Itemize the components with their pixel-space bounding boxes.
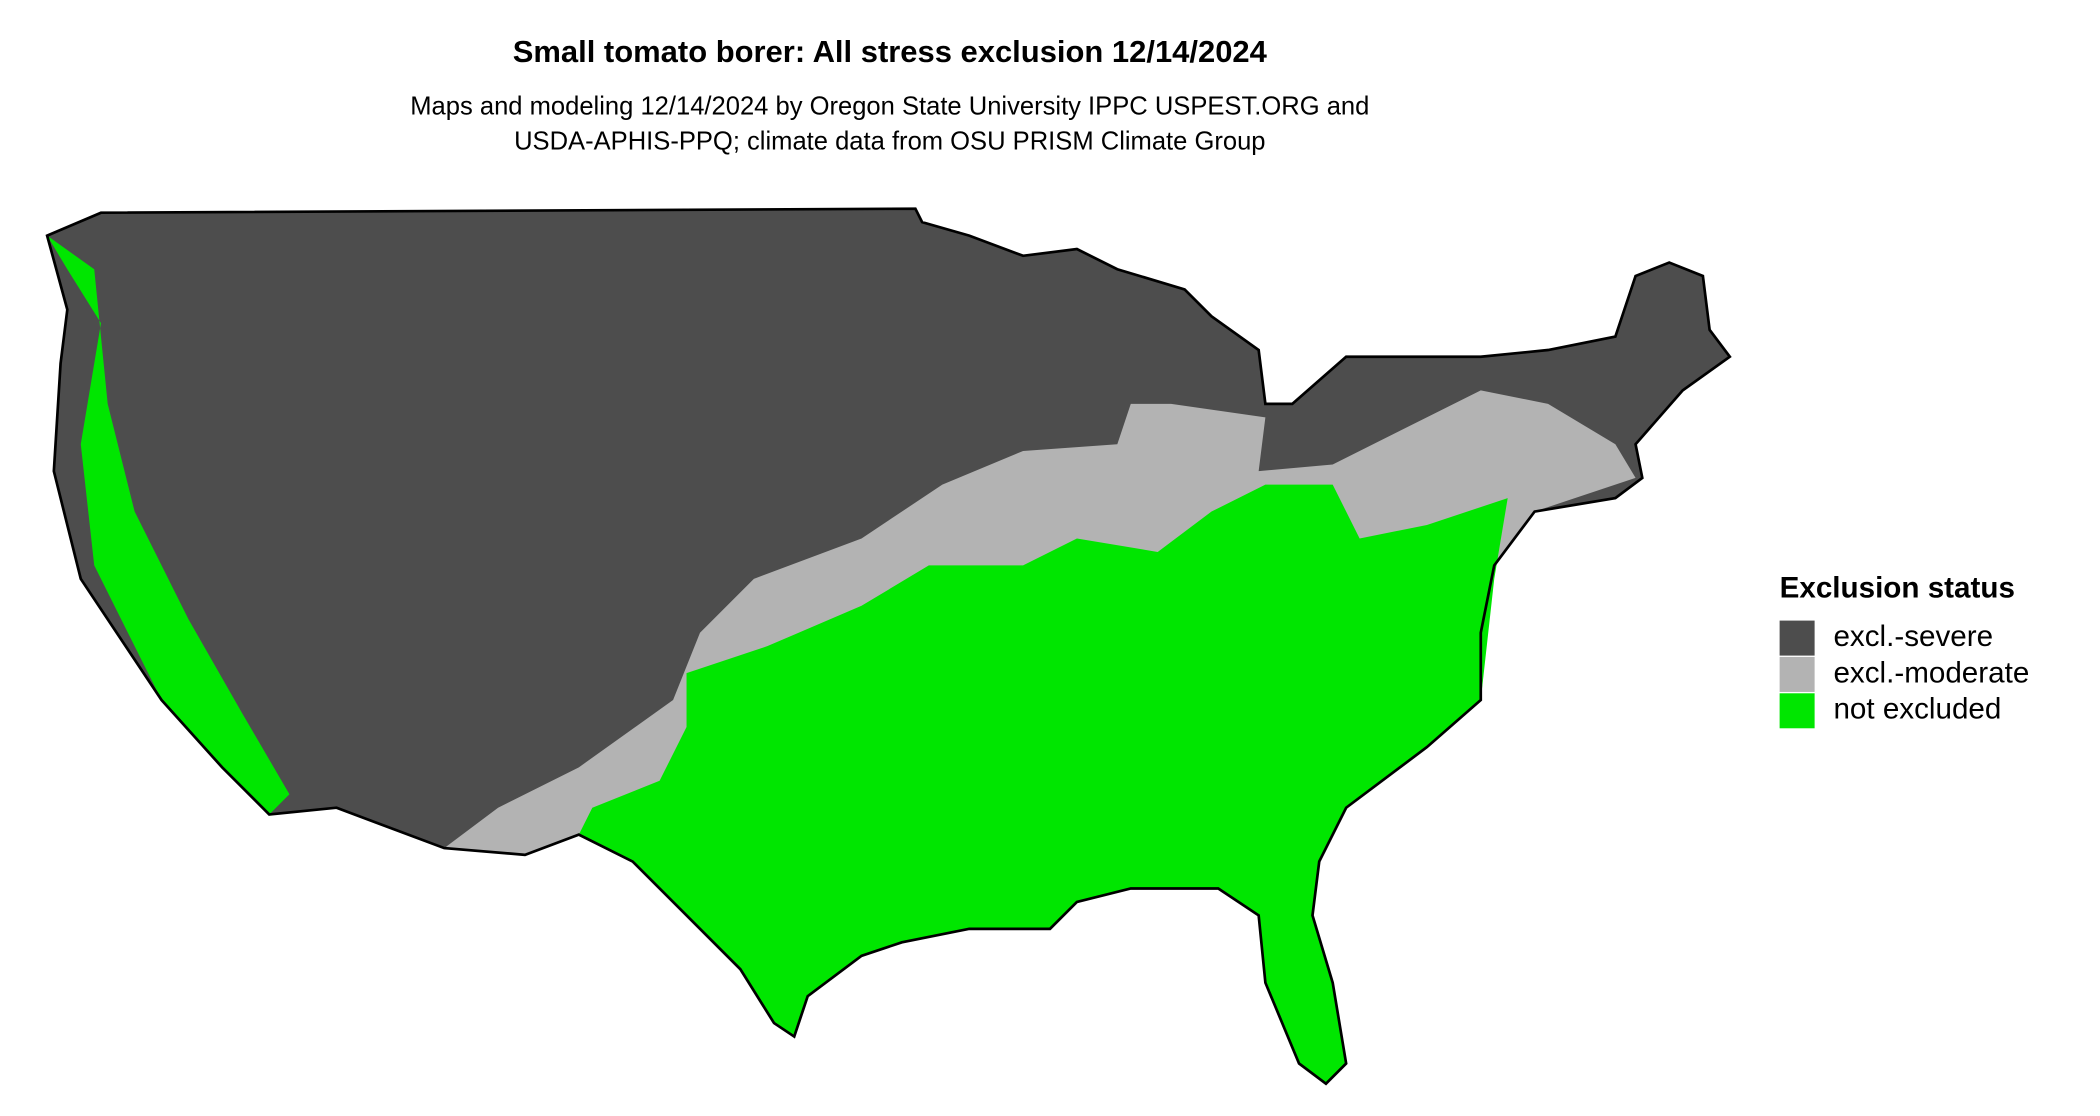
legend-title: Exclusion status (1780, 571, 2015, 604)
legend-swatch (1779, 693, 1815, 729)
map-title: Small tomato borer: All stress exclusion… (513, 34, 1268, 69)
us-outline (45, 207, 1732, 1086)
region-not-excluded (47, 235, 290, 815)
us-map (45, 207, 1732, 1086)
legend-swatch (1779, 620, 1815, 656)
legend-label: excl.-severe (1833, 620, 1993, 653)
map-subtitle: USDA-APHIS-PPQ; climate data from OSU PR… (514, 127, 1265, 155)
legend-swatch (1779, 656, 1815, 692)
legend-label: not excluded (1833, 693, 2001, 726)
region-not-excluded (578, 484, 1508, 1084)
map-subtitle: Maps and modeling 12/14/2024 by Oregon S… (410, 92, 1369, 120)
legend-label: excl.-moderate (1833, 656, 2029, 689)
